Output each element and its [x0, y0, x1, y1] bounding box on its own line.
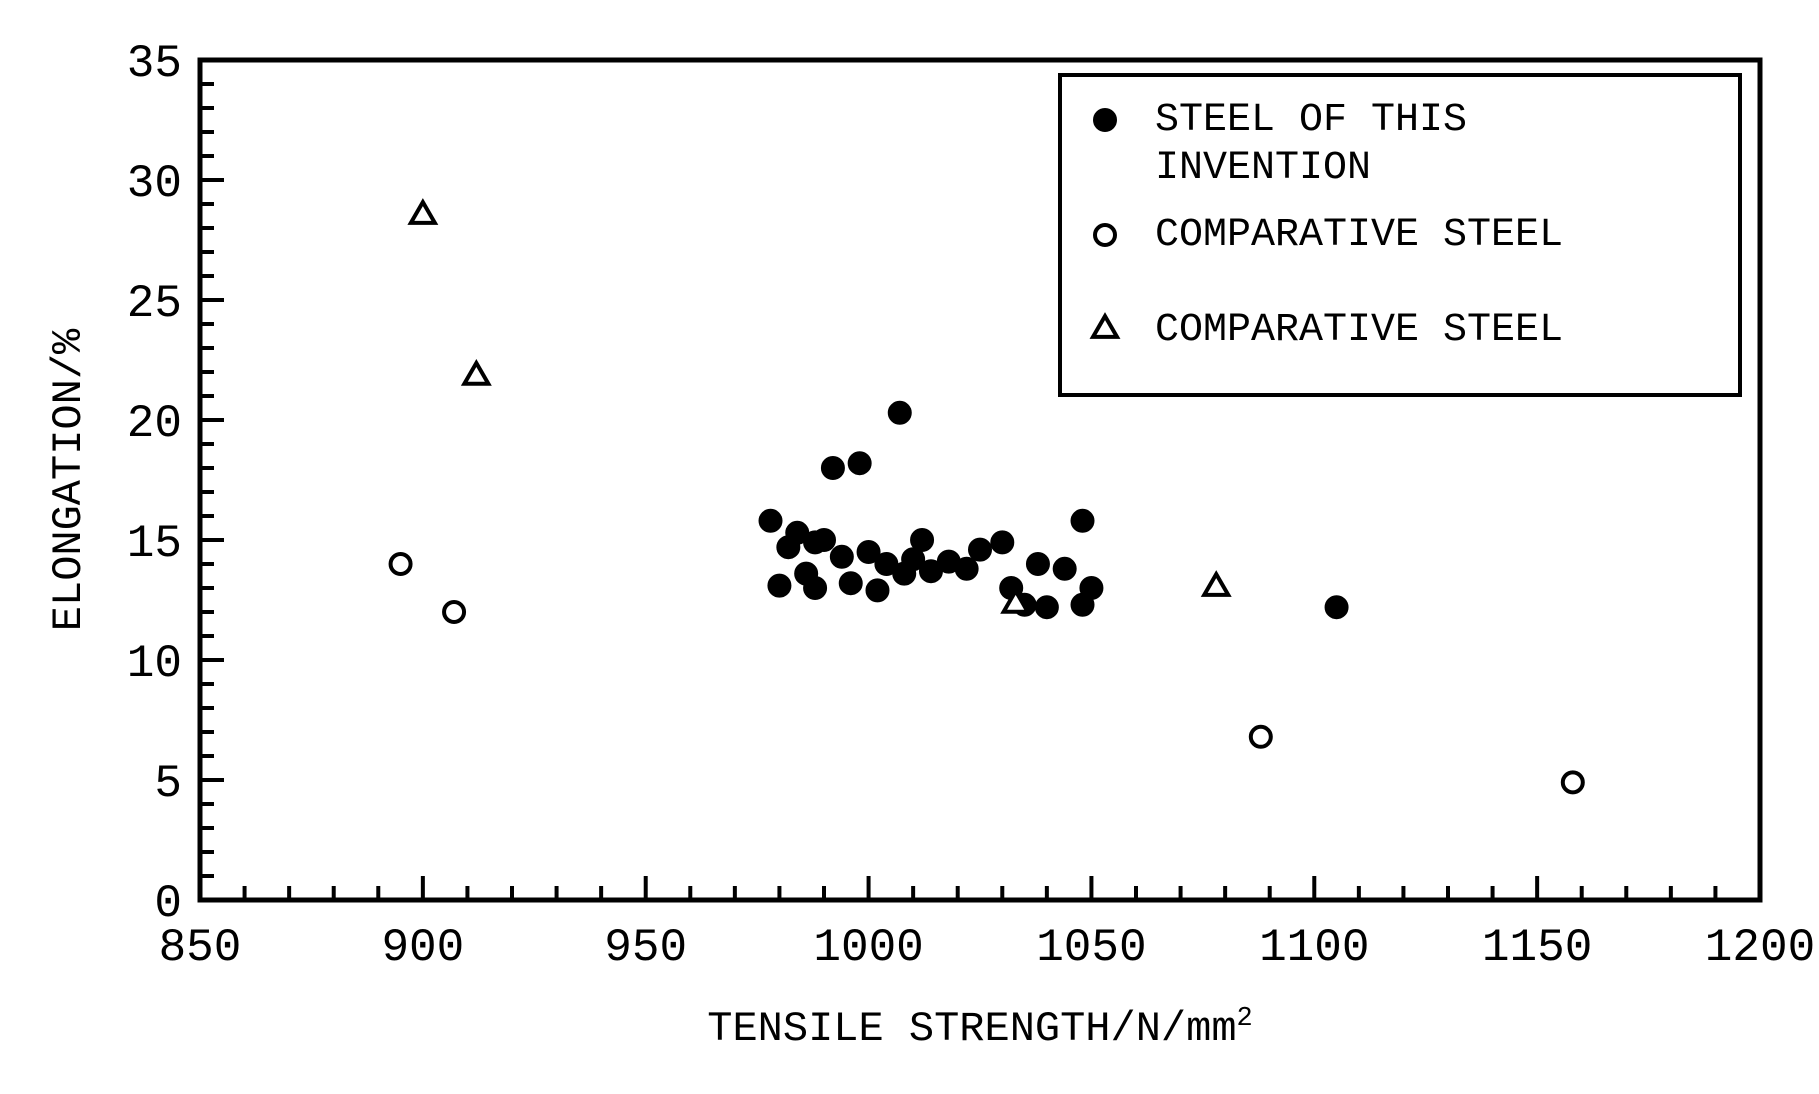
- data-point-filled-circle: [866, 579, 888, 601]
- data-point-filled-circle: [840, 572, 862, 594]
- x-tick-label: 1100: [1259, 922, 1369, 974]
- data-point-filled-circle: [831, 546, 853, 568]
- data-point-open-circle: [1251, 727, 1271, 747]
- legend-marker-open-circle-icon: [1095, 225, 1115, 245]
- data-point-open-circle: [444, 602, 464, 622]
- data-point-filled-circle: [813, 529, 835, 551]
- data-point-filled-circle: [1326, 596, 1348, 618]
- data-point-filled-circle: [1080, 577, 1102, 599]
- data-point-filled-circle: [991, 531, 1013, 553]
- legend-label: COMPARATIVE STEEL: [1155, 308, 1563, 353]
- chart-svg: 8509009501000105011001150120005101520253…: [0, 0, 1819, 1094]
- x-tick-label: 950: [604, 922, 687, 974]
- data-point-filled-circle: [1027, 553, 1049, 575]
- data-point-filled-circle: [768, 575, 790, 597]
- legend-marker-filled-circle-icon: [1094, 109, 1116, 131]
- data-point-filled-circle: [969, 539, 991, 561]
- x-tick-label: 900: [381, 922, 464, 974]
- y-tick-label: 30: [127, 158, 182, 210]
- x-axis-label: TENSILE STRENGTH/N/mm2: [707, 1004, 1253, 1053]
- y-tick-label: 25: [127, 278, 182, 330]
- data-point-open-circle: [391, 554, 411, 574]
- data-point-filled-circle: [822, 457, 844, 479]
- data-point-filled-circle: [849, 452, 871, 474]
- y-tick-label: 10: [127, 638, 182, 690]
- data-point-filled-circle: [1036, 596, 1058, 618]
- scatter-chart: 8509009501000105011001150120005101520253…: [0, 0, 1819, 1094]
- data-point-filled-circle: [1054, 558, 1076, 580]
- x-tick-label: 1200: [1705, 922, 1815, 974]
- data-point-open-circle: [1563, 772, 1583, 792]
- y-axis-label: ELONGATION/%: [45, 328, 93, 631]
- data-point-filled-circle: [889, 402, 911, 424]
- legend-label: STEEL OF THIS: [1155, 98, 1467, 143]
- y-tick-label: 0: [154, 878, 182, 930]
- x-tick-label: 1000: [813, 922, 923, 974]
- legend-label: INVENTION: [1155, 146, 1371, 191]
- data-point-filled-circle: [911, 529, 933, 551]
- legend: STEEL OF THISINVENTION COMPARATIVE STEEL C…: [1060, 75, 1740, 395]
- y-tick-label: 35: [127, 38, 182, 90]
- y-tick-label: 5: [154, 758, 182, 810]
- data-point-filled-circle: [1072, 510, 1094, 532]
- x-tick-label: 1050: [1036, 922, 1146, 974]
- data-point-filled-circle: [760, 510, 782, 532]
- data-point-filled-circle: [804, 577, 826, 599]
- data-point-filled-circle: [956, 558, 978, 580]
- legend-label: COMPARATIVE STEEL: [1155, 213, 1563, 258]
- y-tick-label: 15: [127, 518, 182, 570]
- y-tick-label: 20: [127, 398, 182, 450]
- x-tick-label: 1150: [1482, 922, 1592, 974]
